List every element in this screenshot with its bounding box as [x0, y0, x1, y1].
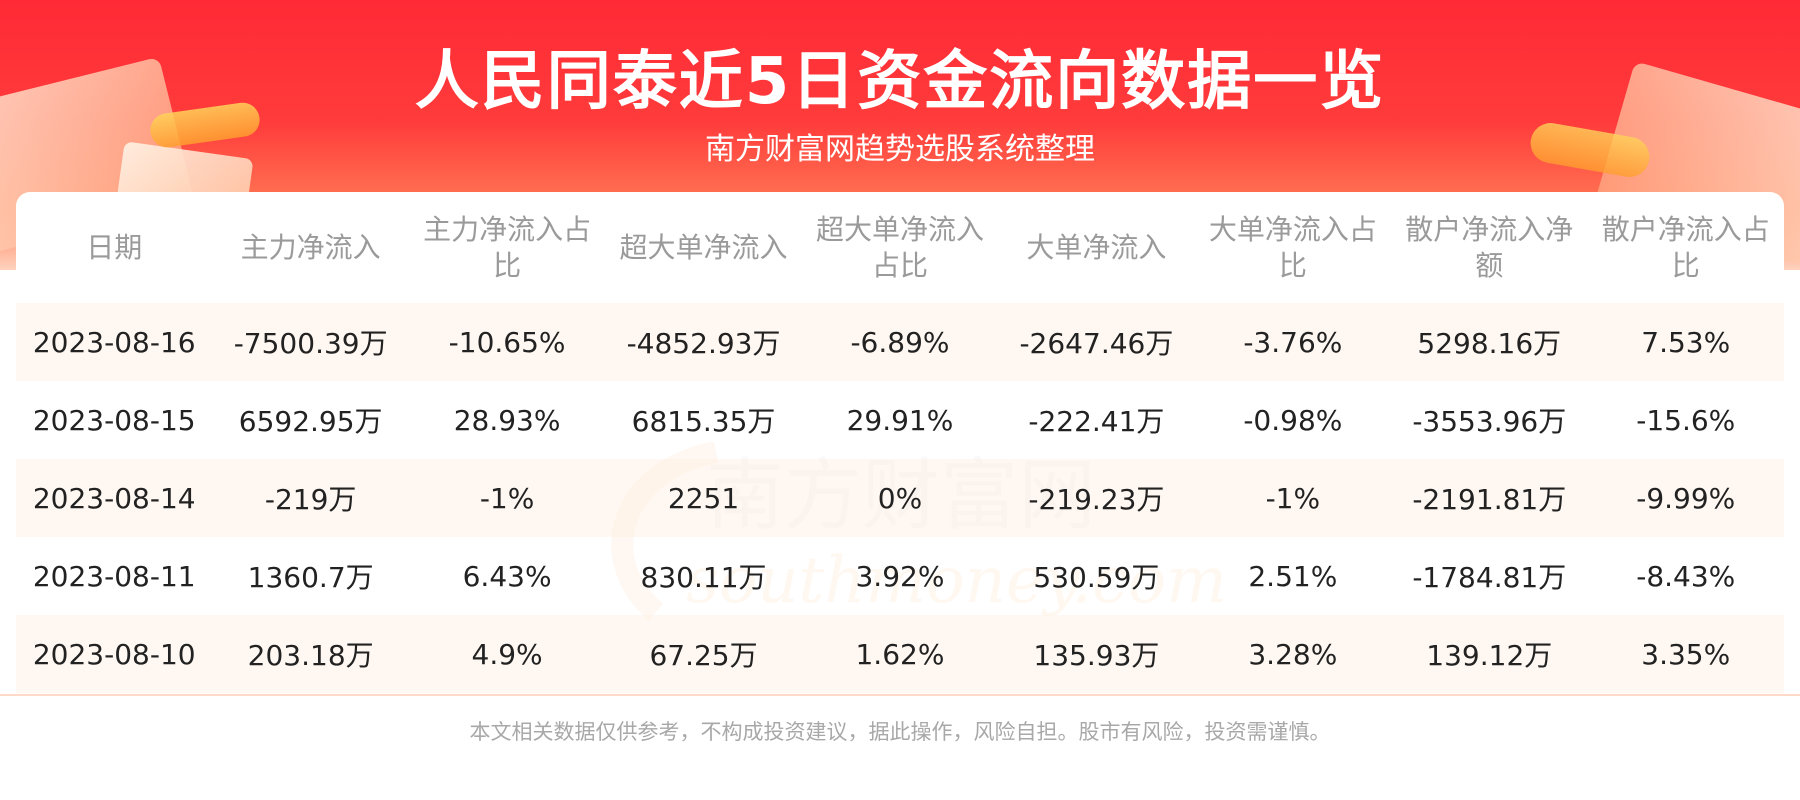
- cell-retail-inflow: 139.12万: [1391, 615, 1588, 693]
- cell-retail-inflow: 5298.16万: [1391, 303, 1588, 381]
- cell-xl-ratio: 29.91%: [801, 381, 999, 459]
- cell-large-ratio: -0.98%: [1194, 381, 1392, 459]
- cell-retail-ratio: 3.35%: [1587, 615, 1784, 693]
- data-card: 南方财富网 southmoney.com 日期 主力净流入 主力净流入占比 超大…: [16, 192, 1784, 694]
- page-title: 人民同泰近5日资金流向数据一览: [414, 45, 1386, 119]
- cell-main-inflow: 1360.7万: [212, 537, 409, 615]
- cell-large-inflow: 530.59万: [998, 537, 1195, 615]
- cell-xl-ratio: 0%: [801, 459, 999, 537]
- cell-date: 2023-08-16: [16, 303, 213, 381]
- cell-main-ratio: -10.65%: [408, 303, 606, 381]
- cell-large-ratio: 2.51%: [1194, 537, 1392, 615]
- table-header-row: 日期 主力净流入 主力净流入占比 超大单净流入 超大单净流入占比 大单净流入 大…: [16, 192, 1784, 303]
- header-xl-ratio: 超大单净流入占比: [815, 212, 984, 282]
- header-main-inflow: 主力净流入: [240, 230, 381, 264]
- table-row: 2023-08-16 -7500.39万 -10.65% -4852.93万 -…: [16, 303, 1784, 381]
- footer-divider: [0, 694, 1800, 696]
- header-large-inflow: 大单净流入: [1026, 230, 1167, 264]
- cell-large-ratio: 3.28%: [1194, 615, 1392, 693]
- cell-large-inflow: 135.93万: [998, 615, 1195, 693]
- cell-retail-ratio: -8.43%: [1587, 537, 1784, 615]
- cell-xl-ratio: 3.92%: [801, 537, 999, 615]
- cell-main-inflow: -219万: [212, 459, 409, 537]
- header-retail-ratio: 散户净流入占比: [1601, 212, 1770, 282]
- cell-date: 2023-08-14: [16, 459, 213, 537]
- cell-retail-ratio: -15.6%: [1587, 381, 1784, 459]
- cell-xl-inflow: 67.25万: [605, 615, 802, 693]
- cell-large-ratio: -3.76%: [1194, 303, 1392, 381]
- header-large-ratio: 大单净流入占比: [1208, 212, 1377, 282]
- disclaimer-text: 本文相关数据仅供参考，不构成投资建议，据此操作，风险自担。股市有风险，投资需谨慎…: [469, 720, 1331, 744]
- header-date: 日期: [86, 230, 143, 264]
- cell-xl-inflow: 2251: [605, 459, 802, 537]
- cell-xl-ratio: 1.62%: [801, 615, 999, 693]
- table-row: 2023-08-11 1360.7万 6.43% 830.11万 3.92% 5…: [16, 537, 1784, 615]
- cell-main-inflow: 203.18万: [212, 615, 409, 693]
- cell-large-inflow: -219.23万: [998, 459, 1195, 537]
- cell-retail-inflow: -3553.96万: [1391, 381, 1588, 459]
- cell-retail-inflow: -2191.81万: [1391, 459, 1588, 537]
- cell-xl-inflow: 830.11万: [605, 537, 802, 615]
- cell-main-ratio: 28.93%: [408, 381, 606, 459]
- cell-main-ratio: 4.9%: [408, 615, 606, 693]
- cell-retail-ratio: -9.99%: [1587, 459, 1784, 537]
- header-retail-inflow: 散户净流入净额: [1405, 212, 1574, 282]
- cell-retail-inflow: -1784.81万: [1391, 537, 1588, 615]
- cell-large-inflow: -2647.46万: [998, 303, 1195, 381]
- cell-main-ratio: 6.43%: [408, 537, 606, 615]
- cell-xl-inflow: -4852.93万: [605, 303, 802, 381]
- header-main-ratio: 主力净流入占比: [423, 212, 592, 282]
- table-row: 2023-08-15 6592.95万 28.93% 6815.35万 29.9…: [16, 381, 1784, 459]
- cell-retail-ratio: 7.53%: [1587, 303, 1784, 381]
- cell-main-inflow: -7500.39万: [212, 303, 409, 381]
- cell-xl-ratio: -6.89%: [801, 303, 999, 381]
- header-xl-inflow: 超大单净流入: [619, 230, 788, 264]
- table-row: 2023-08-10 203.18万 4.9% 67.25万 1.62% 135…: [16, 615, 1784, 693]
- cell-date: 2023-08-15: [16, 381, 213, 459]
- cell-date: 2023-08-11: [16, 537, 213, 615]
- cell-xl-inflow: 6815.35万: [605, 381, 802, 459]
- cell-main-ratio: -1%: [408, 459, 606, 537]
- cell-large-ratio: -1%: [1194, 459, 1392, 537]
- page-subtitle: 南方财富网趋势选股系统整理: [705, 132, 1095, 167]
- cell-date: 2023-08-10: [16, 615, 213, 693]
- table-row: 2023-08-14 -219万 -1% 2251 0% -219.23万 -1…: [16, 459, 1784, 537]
- fund-flow-table: 日期 主力净流入 主力净流入占比 超大单净流入 超大单净流入占比 大单净流入 大…: [16, 192, 1784, 693]
- cell-main-inflow: 6592.95万: [212, 381, 409, 459]
- cell-large-inflow: -222.41万: [998, 381, 1195, 459]
